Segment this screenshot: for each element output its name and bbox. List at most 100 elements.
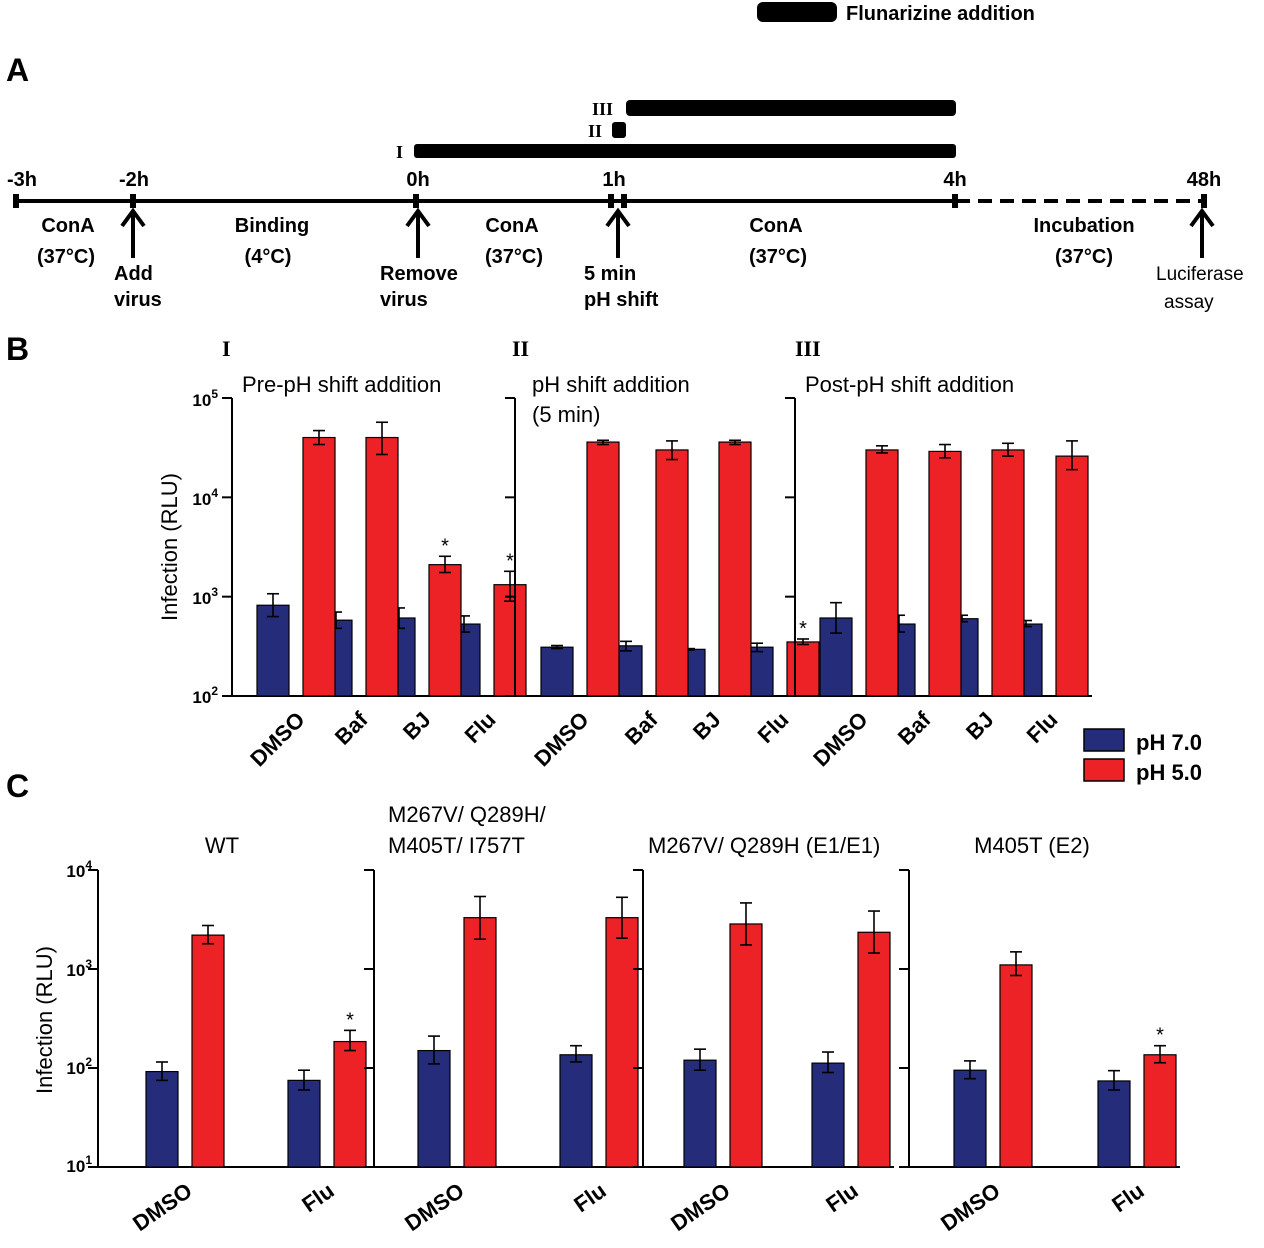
bar-ph7 — [256, 604, 290, 697]
category-label: Flu — [1022, 707, 1063, 748]
bar-ph5 — [786, 641, 820, 697]
event-remove-virus: Remove — [380, 263, 458, 285]
ytick-exp: 4 — [85, 858, 92, 872]
arrow-luciferase — [1189, 207, 1215, 258]
bar-ph5 — [999, 964, 1033, 1168]
chart-title: WT — [205, 833, 239, 858]
bar-ph7 — [559, 1054, 593, 1168]
arrow-add-virus — [120, 207, 146, 258]
category-label: Flu — [1107, 1178, 1148, 1217]
ytick-label: 102 — [192, 684, 218, 707]
arrow-ph-shift — [605, 207, 631, 258]
arrow-remove-virus — [405, 207, 431, 258]
bar-ph7 — [540, 646, 574, 697]
legend-flunarizine-swatch — [757, 2, 837, 22]
tick-label-1h: 1h — [602, 169, 625, 191]
segment-cona3: ConA — [749, 215, 802, 237]
bar-ph5 — [729, 923, 763, 1168]
bar-ph5 — [586, 441, 620, 697]
category-label: BJ — [688, 707, 726, 745]
ytick-exp: 1 — [85, 1153, 92, 1167]
legend-swatch-ph7 — [1083, 728, 1125, 752]
ytick-label: 101 — [66, 1153, 92, 1176]
ytick-base: 10 — [66, 1157, 85, 1176]
bar-ph5 — [365, 436, 399, 697]
chart-c-m267v-q289h-m405t-i757t: M267V/ Q289H/M405T/ I757T DMSO Flu — [364, 802, 642, 1236]
ytick-exp: 5 — [211, 387, 218, 401]
bar-ph7 — [417, 1049, 451, 1168]
category-label: Flu — [460, 707, 501, 748]
significance-star: * — [1156, 1025, 1164, 1047]
bar-ph5 — [1143, 1054, 1177, 1168]
panel-roman-label: III — [795, 336, 821, 361]
ytick-label: 105 — [192, 387, 218, 410]
treatment-label-I: I — [396, 142, 403, 162]
panel-B-ytick-labels: 105 104 103 102 — [192, 387, 218, 707]
event-remove-virus-2: virus — [380, 289, 428, 311]
event-labels: Add virus Remove virus 5 min pH shift — [114, 263, 659, 311]
event-ph-shift-2: pH shift — [584, 289, 659, 311]
chart-c-m267v-q289h: M267V/ Q289H (E1/E1) DMSO Flu — [633, 833, 894, 1236]
panel-roman-label: II — [512, 336, 529, 361]
segment-incubation-temp: (37°C) — [1055, 246, 1113, 268]
ytick-exp: 3 — [85, 957, 92, 971]
category-label: Baf — [330, 706, 373, 749]
ytick-base: 10 — [192, 589, 211, 608]
panel-C-ytick-labels: 104 103 102 101 — [66, 858, 92, 1176]
segment-incubation: Incubation — [1033, 215, 1134, 237]
category-label: DMSO — [529, 707, 593, 771]
treatment-bar-II — [612, 122, 626, 138]
ytick-exp: 2 — [211, 684, 218, 698]
bar-ph7 — [145, 1070, 179, 1168]
chart-c-wt: WT * DMSO Flu — [88, 833, 370, 1236]
segment-binding: Binding — [235, 215, 309, 237]
segment-cona1-temp: (37°C) — [37, 246, 95, 268]
bar-ph5 — [857, 931, 891, 1168]
chart-title: M267V/ Q289H (E1/E1) — [648, 833, 880, 858]
panel-label-A: A — [6, 52, 29, 88]
panel-roman-label: I — [222, 336, 231, 361]
ytick-exp: 2 — [85, 1055, 92, 1069]
legend-label-ph7: pH 7.0 — [1136, 730, 1202, 755]
category-label: DMSO — [936, 1178, 1004, 1236]
ytick-exp: 3 — [211, 585, 218, 599]
legend-swatch-ph5 — [1083, 758, 1125, 782]
segment-labels: ConA (37°C) Binding (4°C) ConA (37°C) Co… — [37, 215, 1135, 268]
segment-binding-temp: (4°C) — [245, 246, 292, 268]
category-label: DMSO — [245, 707, 309, 771]
ytick-exp: 4 — [211, 486, 218, 500]
significance-star: * — [441, 535, 449, 557]
segment-cona1: ConA — [41, 215, 94, 237]
event-arrows — [120, 207, 1215, 258]
chart-title: M405T/ I757T — [388, 833, 525, 858]
chart-title: pH shift addition — [532, 372, 690, 397]
bar-ph5 — [991, 449, 1025, 697]
category-label: BJ — [961, 707, 999, 745]
panel-C-ylabel: Infection (RLU) — [32, 946, 57, 1094]
category-label: DMSO — [128, 1178, 196, 1236]
event-luciferase-2: assay — [1164, 292, 1214, 313]
treatment-label-II: II — [588, 121, 602, 141]
panel-label-B: B — [6, 331, 29, 367]
ytick-base: 10 — [192, 688, 211, 707]
category-label: Baf — [620, 706, 663, 749]
category-label: Flu — [821, 1178, 862, 1217]
significance-star: * — [799, 618, 807, 640]
legend: pH 7.0 pH 5.0 — [1083, 728, 1202, 785]
bar-ph7 — [1097, 1080, 1131, 1168]
legend-label-ph5: pH 5.0 — [1136, 760, 1202, 785]
treatment-bar-III — [626, 100, 956, 116]
event-luciferase: Luciferase — [1156, 264, 1244, 285]
treatment-label-III: III — [592, 99, 613, 119]
tick-label-minus2h: -2h — [119, 169, 149, 191]
significance-star: * — [346, 1009, 354, 1031]
bar-ph5 — [655, 449, 689, 697]
timeline-panel: Flunarizine addition A I II III -3h -2h … — [6, 2, 1244, 313]
chart-title: M267V/ Q289H/ — [388, 802, 547, 827]
timeline-tick-marks — [13, 194, 1207, 208]
ytick-label: 103 — [192, 585, 218, 608]
bar-ph5 — [928, 450, 962, 697]
